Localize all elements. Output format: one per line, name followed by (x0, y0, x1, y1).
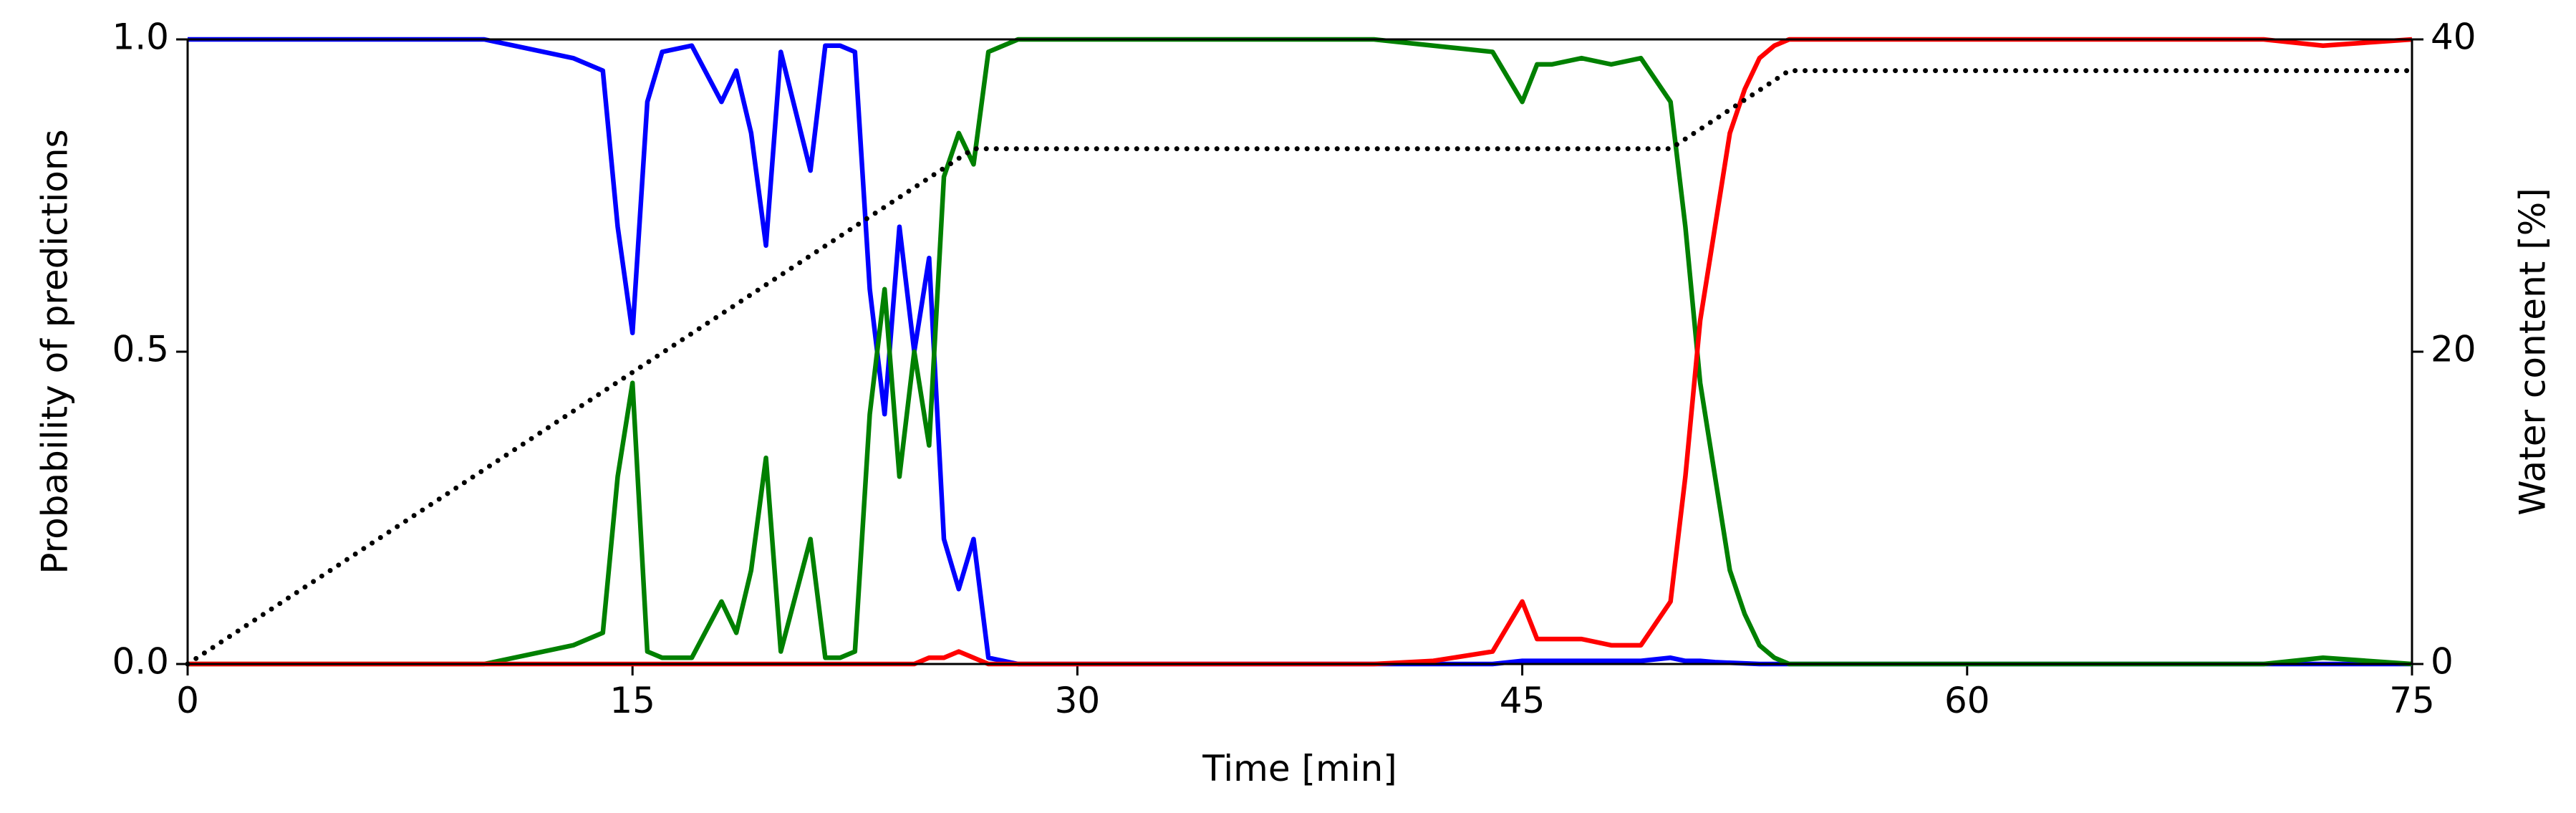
plot-frame (186, 38, 2413, 665)
probability-line (188, 37, 2412, 667)
probability-line (188, 37, 2413, 667)
x-tick-label: 0 (176, 680, 199, 721)
y-tick-label: 0.5 (112, 329, 169, 370)
x-tick-label: 15 (609, 680, 655, 721)
y-tick-label: 1.0 (112, 16, 169, 58)
y-axis-label: Probability of predictions (34, 129, 76, 574)
x-axis-label: Time [min] (1202, 748, 1397, 789)
water-line (185, 68, 2415, 667)
x-tick-label: 30 (1055, 680, 1101, 721)
probability-line (188, 37, 2413, 667)
x-tick-label: 75 (2389, 680, 2435, 721)
y2-tick-label: 40 (2431, 16, 2476, 58)
x-tick-label: 60 (1944, 680, 1990, 721)
y2-tick-label: 0 (2431, 641, 2454, 683)
y2-tick-label: 20 (2431, 329, 2476, 370)
y2-axis-label: Water content [%] (2512, 188, 2554, 516)
x-tick-label: 45 (1500, 680, 1545, 721)
y-tick-label: 0.0 (112, 641, 169, 683)
